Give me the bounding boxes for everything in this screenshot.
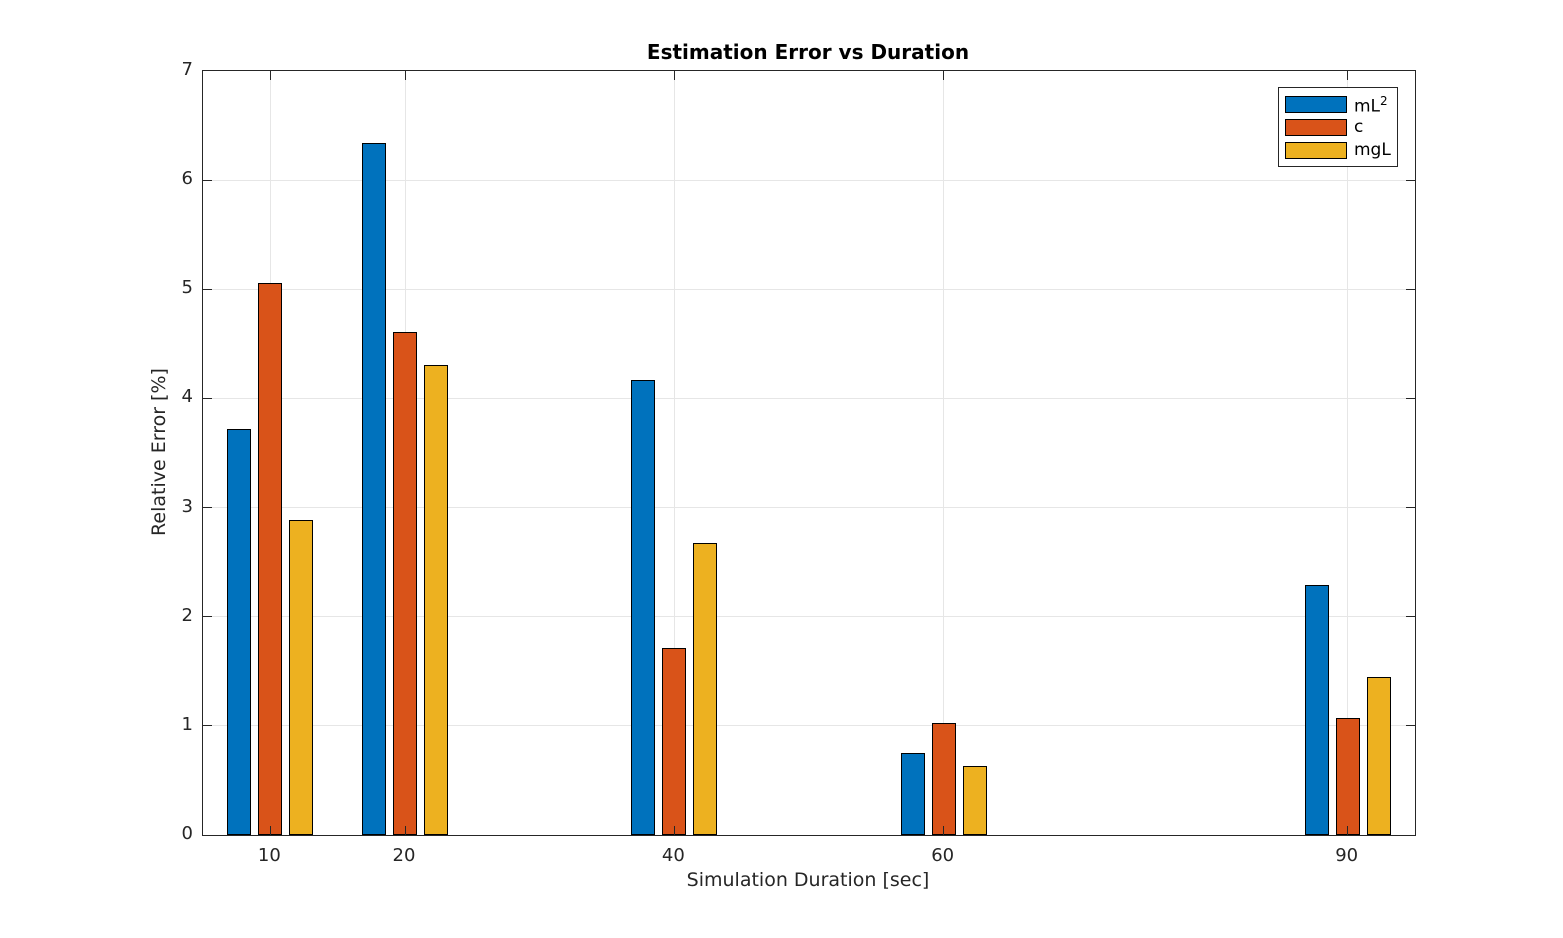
bar-c-40	[662, 648, 687, 835]
y-tick-mark-left	[203, 507, 212, 509]
gridline-horizontal	[203, 397, 1415, 399]
bar-c-60	[931, 722, 956, 835]
x-tick-label: 20	[392, 845, 416, 866]
bar-mgL-10	[289, 519, 314, 835]
x-tick-label: 10	[257, 845, 281, 866]
y-tick-mark-right	[1406, 616, 1415, 618]
x-tick-mark-bottom	[1347, 826, 1349, 835]
bar-mL^2-90	[1304, 585, 1329, 835]
chart-title: Estimation Error vs Duration	[646, 40, 970, 64]
bar-mgL-40	[693, 542, 718, 835]
legend-entry: mL2	[1285, 94, 1397, 117]
gridline-vertical	[943, 71, 945, 835]
y-tick-label: 0	[181, 823, 193, 844]
y-tick-label: 1	[181, 713, 193, 735]
gridline-horizontal	[203, 725, 1415, 727]
x-axis-label: Simulation Duration [sec]	[686, 869, 930, 891]
y-tick-mark-left	[203, 288, 212, 290]
y-tick-label: 7	[181, 59, 193, 80]
y-tick-label: 3	[181, 495, 193, 517]
legend-swatch	[1285, 95, 1347, 113]
bar-c-10	[258, 282, 283, 835]
gridline-vertical	[1347, 71, 1349, 835]
y-tick-label: 4	[181, 386, 193, 408]
bar-mL^2-20	[362, 143, 386, 835]
y-tick-mark-right	[1406, 397, 1415, 399]
y-tick-mark-left	[203, 397, 212, 399]
x-tick-mark-bottom	[269, 826, 271, 835]
gridline-horizontal	[203, 288, 1415, 290]
x-tick-mark-top	[1347, 71, 1349, 80]
legend-swatch	[1285, 118, 1347, 136]
legend-entry: mgL	[1285, 141, 1397, 159]
x-tick-label: 90	[1335, 845, 1359, 866]
legend: mL2 c mgL	[1278, 87, 1398, 167]
y-tick-mark-left	[203, 725, 212, 727]
x-tick-mark-top	[404, 71, 406, 80]
gridline-horizontal	[203, 616, 1415, 618]
y-tick-label: 5	[181, 277, 193, 299]
gridline-horizontal	[203, 179, 1415, 181]
plot-area: mL2 c mgL	[202, 70, 1416, 836]
y-tick-mark-left	[203, 616, 212, 618]
gridline-vertical	[673, 71, 675, 835]
y-tick-mark-right	[1406, 288, 1415, 290]
bar-c-90	[1335, 718, 1360, 835]
x-tick-mark-top	[943, 71, 945, 80]
bar-c-20	[393, 331, 417, 835]
y-tick-label: 6	[181, 168, 193, 190]
gridline-horizontal	[203, 507, 1415, 509]
legend-entry-label: mL2	[1354, 94, 1388, 117]
y-tick-mark-left	[203, 179, 212, 181]
legend-entry-label: mgL	[1354, 140, 1391, 160]
x-tick-mark-bottom	[404, 826, 406, 835]
bar-mgL-90	[1366, 676, 1391, 835]
x-tick-mark-bottom	[943, 826, 945, 835]
x-tick-label: 60	[931, 845, 955, 866]
x-tick-label: 40	[661, 845, 685, 866]
legend-entry-label: c	[1354, 117, 1364, 137]
bar-mL^2-10	[227, 429, 252, 835]
legend-swatch	[1285, 141, 1347, 159]
y-tick-label: 2	[181, 604, 193, 626]
x-tick-mark-bottom	[673, 826, 675, 835]
legend-entry: c	[1285, 118, 1397, 136]
y-tick-mark-right	[1406, 179, 1415, 181]
bar-mgL-60	[962, 766, 987, 835]
x-tick-mark-top	[673, 71, 675, 80]
y-tick-mark-right	[1406, 725, 1415, 727]
legend-entry-superscript: 2	[1380, 94, 1388, 109]
bar-mL^2-60	[900, 753, 925, 835]
x-tick-mark-top	[269, 71, 271, 80]
y-tick-mark-right	[1406, 507, 1415, 509]
bar-mgL-20	[424, 364, 448, 835]
bar-mL^2-40	[631, 379, 656, 835]
